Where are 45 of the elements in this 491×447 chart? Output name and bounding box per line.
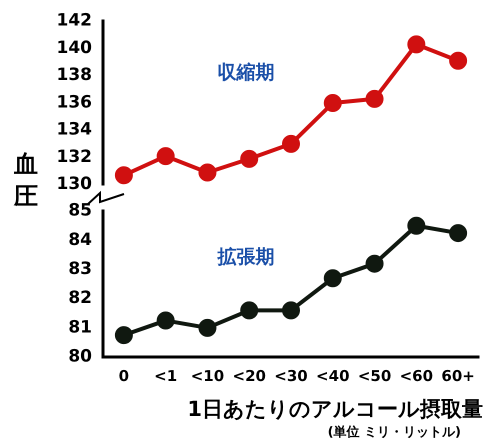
y-tick-label: 142 (56, 10, 92, 31)
point (282, 301, 300, 320)
point (240, 301, 258, 320)
point (366, 254, 384, 273)
x-tick-label: <40 (316, 366, 350, 385)
y-axis-title: 血圧 (14, 149, 39, 212)
x-axis-title: 1日あたりのアルコール摂取量 (186, 396, 484, 423)
y-tick-label: 138 (56, 65, 92, 86)
point (240, 150, 258, 168)
text: 拡張期 (216, 246, 274, 268)
text: (単位 ミリ・リットル) (326, 424, 462, 441)
point (366, 90, 384, 108)
point (156, 147, 175, 166)
y-tick-label: 132 (56, 146, 92, 167)
point (324, 269, 342, 288)
y-tick-label: 140 (56, 38, 92, 58)
point (449, 224, 468, 242)
y-tick-label: 83 (68, 258, 92, 279)
y-tick-label: 130 (56, 174, 92, 194)
y-tick-label: 85 (68, 200, 92, 221)
x-tick-label: <60 (400, 366, 434, 385)
y-tick-label: 81 (68, 317, 92, 338)
point (198, 318, 216, 337)
x-tick-label: <50 (358, 366, 392, 385)
point (407, 216, 426, 235)
y-tick-label: 84 (68, 230, 92, 250)
point (198, 164, 216, 182)
y-tick-label: 82 (68, 288, 92, 308)
point (407, 35, 426, 54)
point (156, 312, 175, 330)
x-tick-label: 60+ (441, 366, 475, 385)
x-tick-label: 0 (118, 366, 130, 385)
point (324, 94, 342, 112)
y-tick-label: 80 (68, 346, 92, 366)
y-tick-label: 136 (56, 92, 92, 112)
text: 収縮期 (217, 61, 274, 84)
point (282, 134, 300, 153)
y-tick-label: 134 (56, 120, 92, 140)
x-tick-label: <20 (232, 366, 266, 385)
point (114, 326, 133, 344)
point (449, 52, 468, 70)
x-tick-label: <1 (154, 366, 178, 385)
x-tick-label: <10 (190, 366, 224, 385)
point (114, 166, 133, 184)
x-tick-label: <30 (274, 366, 308, 385)
